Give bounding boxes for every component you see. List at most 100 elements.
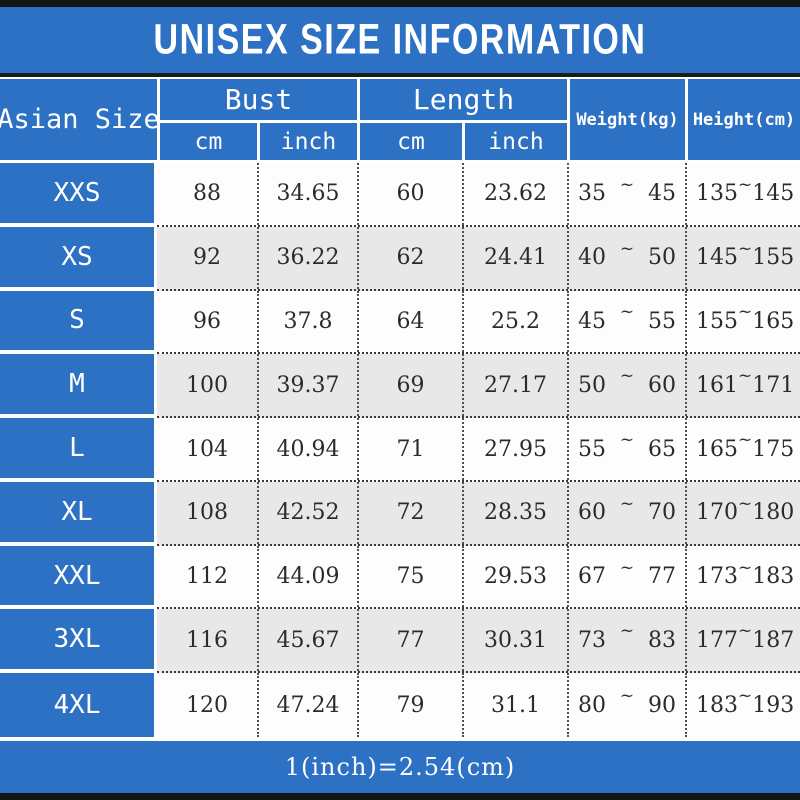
- weight-range: 40 ~ 50: [567, 226, 685, 289]
- weight-range: 73 ~ 83: [567, 609, 685, 672]
- header-body-gap: [0, 160, 800, 163]
- weight-max: 55: [648, 308, 676, 334]
- size-label: XXS: [0, 163, 157, 227]
- tilde-icon: ~: [738, 686, 753, 707]
- length-inch-value: 28.35: [462, 481, 567, 544]
- height-max: 175: [752, 436, 795, 462]
- table-row: XS 92 36.22 62 24.41 40 ~ 50 145 ~ 155: [0, 226, 800, 291]
- length-inch-value: 25.2: [462, 290, 567, 353]
- height-range: 145 ~ 155: [685, 226, 800, 289]
- header-bust-cm: cm: [157, 123, 257, 160]
- weight-range: 35 ~ 45: [567, 163, 685, 225]
- weight-range: 67 ~ 77: [567, 545, 685, 608]
- bust-inch-value: 47.24: [257, 673, 357, 738]
- tilde-icon: ~: [738, 366, 753, 387]
- height-range: 170 ~ 180: [685, 481, 800, 544]
- length-inch-value: 27.95: [462, 418, 567, 480]
- height-min: 173: [696, 564, 738, 590]
- height-max: 155: [752, 245, 795, 271]
- height-max: 187: [752, 627, 795, 653]
- table-row: 4XL 120 47.24 79 31.1 80 ~ 90 183 ~ 193: [0, 673, 800, 738]
- tilde-icon: ~: [738, 557, 753, 578]
- header-length-group: Length: [357, 79, 567, 123]
- weight-min: 80: [578, 692, 606, 718]
- length-inch-value: 30.31: [462, 609, 567, 672]
- size-label: M: [0, 354, 157, 419]
- bust-cm-value: 112: [186, 564, 228, 590]
- tilde-icon: ~: [619, 686, 635, 707]
- table-row: 3XL 116 45.67 77 30.31 73 ~ 83 177 ~ 187: [0, 609, 800, 674]
- weight-range: 80 ~ 90: [567, 673, 685, 738]
- page-title: UNISEX SIZE INFORMATION: [153, 15, 647, 64]
- header-top-gap: [0, 77, 800, 79]
- table-row: M 100 39.37 69 27.17 50 ~ 60 161 ~ 171: [0, 354, 800, 419]
- weight-max: 60: [648, 372, 676, 398]
- weight-min: 67: [578, 564, 606, 590]
- height-range: 135 ~ 145: [685, 163, 800, 225]
- tilde-icon: ~: [619, 430, 635, 451]
- height-min: 145: [696, 245, 738, 271]
- height-max: 171: [752, 372, 795, 398]
- height-range: 161 ~ 171: [685, 354, 800, 417]
- weight-max: 70: [648, 500, 676, 526]
- length-cm-value: 72: [357, 481, 462, 544]
- tilde-icon: ~: [738, 621, 753, 642]
- weight-max: 65: [648, 436, 676, 462]
- length-cm-value: 79: [357, 673, 462, 738]
- size-label: XXL: [0, 545, 157, 610]
- height-min: 177: [696, 627, 738, 653]
- length-inch-value: 23.62: [462, 163, 567, 225]
- length-inch-value: 27.17: [462, 354, 567, 417]
- row-data: 100 39.37 69 27.17 50 ~ 60 161 ~ 171: [157, 354, 800, 419]
- row-data: 108 42.52 72 28.35 60 ~ 70 170 ~ 180: [157, 481, 800, 546]
- tilde-icon: ~: [619, 366, 635, 387]
- tilde-icon: ~: [619, 238, 635, 259]
- header-weight: Weight(kg): [567, 79, 685, 160]
- length-cm-value: 69: [357, 354, 462, 417]
- row-data: 92 36.22 62 24.41 40 ~ 50 145 ~ 155: [157, 226, 800, 291]
- bust-cm-value: 88: [193, 181, 221, 207]
- row-data: 96 37.8 64 25.2 45 ~ 55 155 ~ 165: [157, 290, 800, 355]
- bust-inch-value: 42.52: [257, 481, 357, 544]
- height-range: 173 ~ 183: [685, 545, 800, 608]
- table-header: Asian Size Bust Length Weight(kg) Height…: [0, 79, 800, 160]
- weight-min: 73: [578, 627, 606, 653]
- weight-range: 50 ~ 60: [567, 354, 685, 417]
- header-height: Height(cm): [685, 79, 800, 160]
- table-body: XXS 88 34.65 60 23.62 35 ~ 45 135 ~ 145 …: [0, 163, 800, 738]
- weight-max: 83: [648, 627, 676, 653]
- table-row: L 104 40.94 71 27.95 55 ~ 65 165 ~ 175: [0, 418, 800, 482]
- weight-min: 60: [578, 500, 606, 526]
- bust-cm-value: 116: [186, 627, 228, 653]
- height-max: 145: [752, 181, 795, 207]
- table-row: S 96 37.8 64 25.2 45 ~ 55 155 ~ 165: [0, 290, 800, 355]
- tilde-icon: ~: [738, 302, 753, 323]
- weight-max: 90: [648, 692, 676, 718]
- tilde-icon: ~: [738, 493, 753, 514]
- height-min: 183: [696, 692, 738, 718]
- size-label: 3XL: [0, 609, 157, 674]
- height-max: 180: [752, 500, 795, 526]
- length-inch-value: 31.1: [462, 673, 567, 738]
- length-inch-value: 29.53: [462, 545, 567, 608]
- length-inch-value: 24.41: [462, 226, 567, 289]
- row-data: 112 44.09 75 29.53 67 ~ 77 173 ~ 183: [157, 545, 800, 610]
- size-label: 4XL: [0, 673, 157, 738]
- row-data: 116 45.67 77 30.31 73 ~ 83 177 ~ 187: [157, 609, 800, 674]
- header-length-cm: cm: [357, 123, 462, 160]
- bust-inch-value: 39.37: [257, 354, 357, 417]
- size-label: XL: [0, 481, 157, 546]
- row-data: 104 40.94 71 27.95 55 ~ 65 165 ~ 175: [157, 418, 800, 482]
- conversion-note: 1(inch)=2.54(cm): [284, 753, 516, 781]
- length-cm-value: 75: [357, 545, 462, 608]
- weight-min: 35: [578, 181, 606, 207]
- tilde-icon: ~: [619, 302, 635, 323]
- tilde-icon: ~: [738, 430, 753, 451]
- height-min: 135: [696, 181, 738, 207]
- weight-max: 45: [648, 181, 676, 207]
- height-max: 183: [752, 564, 795, 590]
- size-label: L: [0, 418, 157, 482]
- tilde-icon: ~: [619, 621, 635, 642]
- bust-inch-value: 40.94: [257, 418, 357, 480]
- tilde-icon: ~: [619, 493, 635, 514]
